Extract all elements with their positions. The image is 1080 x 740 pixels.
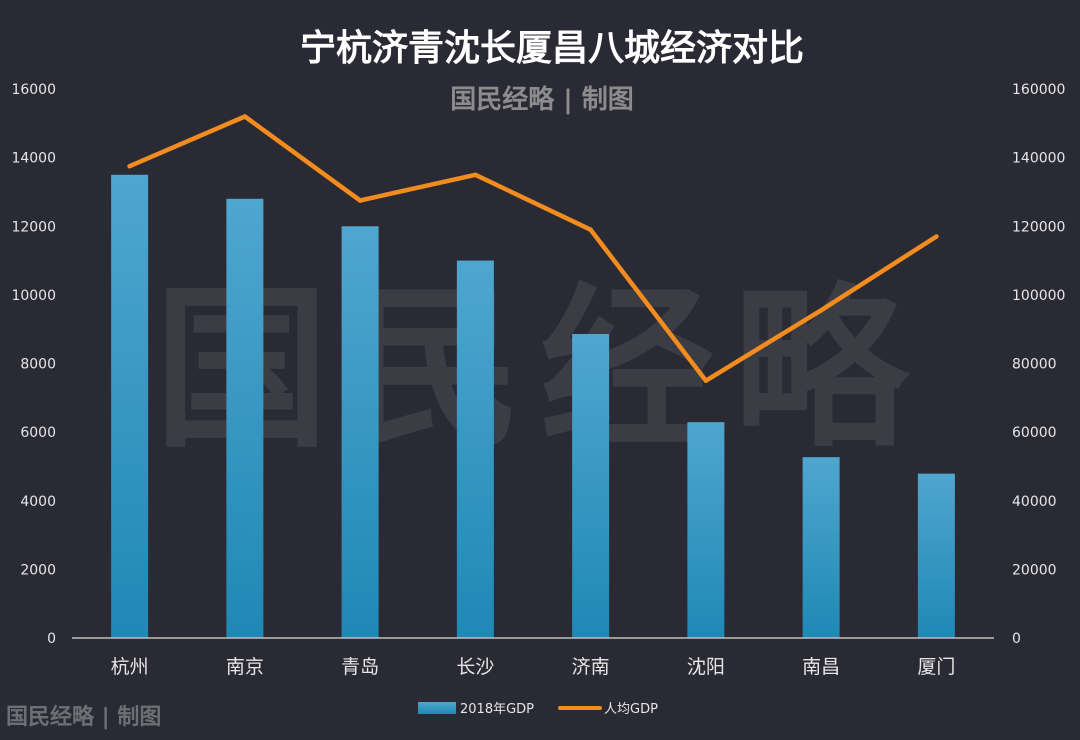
y-left-tick-label-4: 8000 bbox=[20, 357, 56, 373]
chart-title: 宁杭济青沈长厦昌八城经济对比 bbox=[300, 27, 804, 69]
per-capita-gdp-point-2 bbox=[357, 198, 363, 203]
y-right-tick-label-6: 120000 bbox=[1012, 219, 1065, 235]
gdp-bar-0 bbox=[111, 174, 149, 638]
gdp-bar-1 bbox=[226, 198, 264, 639]
y-left-tick-label-6: 12000 bbox=[11, 219, 56, 235]
y-right-tick-label-7: 140000 bbox=[1012, 151, 1065, 167]
y-left-tick-label-3: 6000 bbox=[20, 425, 56, 441]
x-tick-label-5: 沈阳 bbox=[687, 656, 725, 678]
x-tick-label-1: 南京 bbox=[226, 656, 264, 678]
per-capita-gdp-point-5 bbox=[703, 378, 709, 383]
x-tick-label-4: 济南 bbox=[572, 656, 610, 678]
y-left-tick-label-0: 0 bbox=[47, 631, 56, 647]
per-capita-gdp-point-1 bbox=[242, 114, 248, 119]
x-tick-label-6: 南昌 bbox=[802, 656, 840, 678]
gdp-bar-7 bbox=[917, 473, 955, 638]
y-right-tick-label-3: 60000 bbox=[1012, 425, 1057, 441]
y-left-tick-label-7: 14000 bbox=[11, 151, 56, 167]
per-capita-gdp-point-4 bbox=[588, 227, 593, 232]
y-left-tick-label-8: 16000 bbox=[11, 82, 56, 98]
legend-line-label: 人均GDP bbox=[604, 702, 658, 717]
x-tick-label-0: 杭州 bbox=[111, 656, 149, 678]
legend-bar-swatch bbox=[418, 702, 456, 714]
gdp-bar-6 bbox=[802, 457, 840, 638]
gdp-bar-2 bbox=[341, 226, 379, 638]
line-layer bbox=[127, 114, 939, 383]
per-capita-gdp-line bbox=[127, 114, 939, 383]
y-right-tick-label-5: 100000 bbox=[1012, 288, 1065, 304]
chart-subtitle: 国民经略 | 制图 bbox=[450, 84, 634, 115]
gdp-bar-3 bbox=[456, 260, 494, 638]
watermark-center: 国民经略 bbox=[154, 269, 926, 472]
x-tick-label-2: 青岛 bbox=[341, 656, 379, 678]
per-capita-gdp-point-0 bbox=[127, 164, 132, 169]
gdp-bar-4 bbox=[572, 333, 610, 638]
legend-bar-label: 2018年GDP bbox=[460, 702, 534, 717]
y-left-tick-label-1: 2000 bbox=[20, 562, 56, 578]
y-right-tick-label-8: 160000 bbox=[1012, 82, 1065, 98]
y-right-tick-label-0: 0 bbox=[1012, 631, 1021, 647]
gdp-bar-5 bbox=[687, 422, 725, 638]
per-capita-gdp-point-3 bbox=[473, 172, 478, 177]
x-tick-label-3: 长沙 bbox=[456, 656, 494, 678]
watermark-corner: 国民经略 | 制图 bbox=[6, 704, 161, 730]
y-right-tick-label-1: 20000 bbox=[1012, 562, 1057, 578]
legend: 2018年GDP 人均GDP bbox=[418, 702, 658, 717]
per-capita-gdp-point-7 bbox=[934, 234, 939, 239]
y-right-tick-label-2: 40000 bbox=[1012, 494, 1057, 510]
y-left-tick-label-2: 4000 bbox=[20, 494, 56, 510]
y-left-tick-label-5: 10000 bbox=[11, 288, 56, 304]
y-right-tick-label-4: 80000 bbox=[1012, 357, 1057, 373]
bars-layer bbox=[111, 174, 955, 639]
per-capita-gdp-point-6 bbox=[818, 308, 824, 313]
x-tick-label-7: 厦门 bbox=[917, 656, 955, 678]
axis-layer: 杭州 南京 青岛 长沙 济南 沈阳 南昌 厦门 0 2000 4000 6000 8000 10000 12… bbox=[11, 82, 1065, 678]
